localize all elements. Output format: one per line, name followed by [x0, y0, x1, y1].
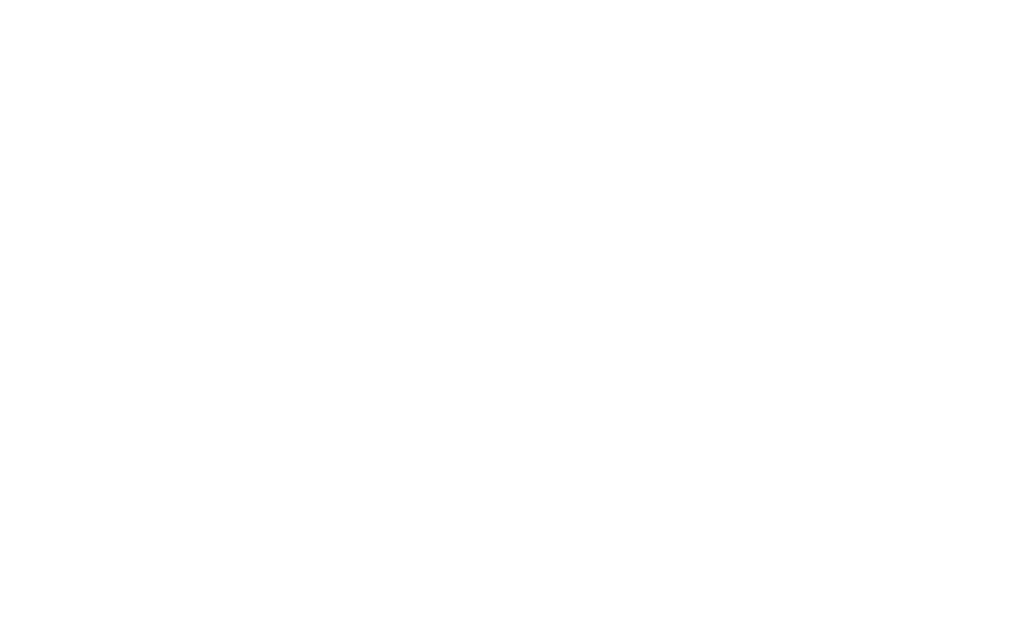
Text: Robinson: Robinson [220, 29, 309, 48]
Text: Mollweide: Mollweide [725, 29, 823, 48]
